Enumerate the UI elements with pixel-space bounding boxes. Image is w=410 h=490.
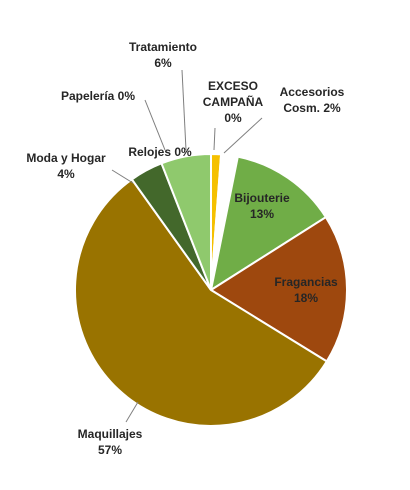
data-label-relojes-name-pct: Relojes 0% bbox=[128, 145, 192, 159]
leader-line-tratamiento bbox=[181, 69, 187, 151]
data-label-bijouterie-name: Bijouterie bbox=[234, 191, 290, 205]
pie-slice-fragancias bbox=[209, 215, 348, 363]
leader-line-papeleria bbox=[144, 99, 166, 151]
data-label-accesorios-cosm-name-pct: Cosm. 2% bbox=[283, 101, 341, 115]
leader-line-moda-y-hogar bbox=[111, 169, 134, 184]
data-label-tratamiento-pct: 6% bbox=[154, 56, 172, 70]
data-label-fragancias-name: Fragancias bbox=[274, 275, 338, 289]
data-label-exceso-campana-pct: 0% bbox=[224, 111, 242, 125]
data-label-maquillajes-pct: 57% bbox=[98, 443, 122, 457]
data-label-accesorios-cosm-name: Accesorios bbox=[280, 85, 345, 99]
pie-slice-bijouterie bbox=[209, 155, 328, 293]
pie-slice-maquillajes bbox=[74, 177, 329, 427]
data-label-fragancias-pct: 18% bbox=[294, 291, 318, 305]
data-label-papeleria-name-pct: Papelería 0% bbox=[61, 89, 135, 103]
data-label-maquillajes-name: Maquillajes bbox=[78, 427, 143, 441]
leader-line-maquillajes bbox=[125, 401, 139, 423]
data-label-bijouterie-pct: 13% bbox=[250, 207, 274, 221]
data-label-tratamiento-name: Tratamiento bbox=[129, 40, 197, 54]
data-label-exceso-campana-name-line1: EXCESO bbox=[208, 79, 258, 93]
data-label-exceso-campana-name-line2: CAMPAÑA bbox=[203, 94, 264, 109]
leader-line-exceso-campana bbox=[213, 127, 216, 151]
pie-slice-tratamiento bbox=[160, 152, 212, 291]
data-label-moda-y-hogar-name: Moda y Hogar bbox=[26, 151, 106, 165]
data-label-moda-y-hogar-pct: 4% bbox=[57, 167, 75, 181]
leader-line-accesorios-cosm bbox=[223, 117, 263, 154]
